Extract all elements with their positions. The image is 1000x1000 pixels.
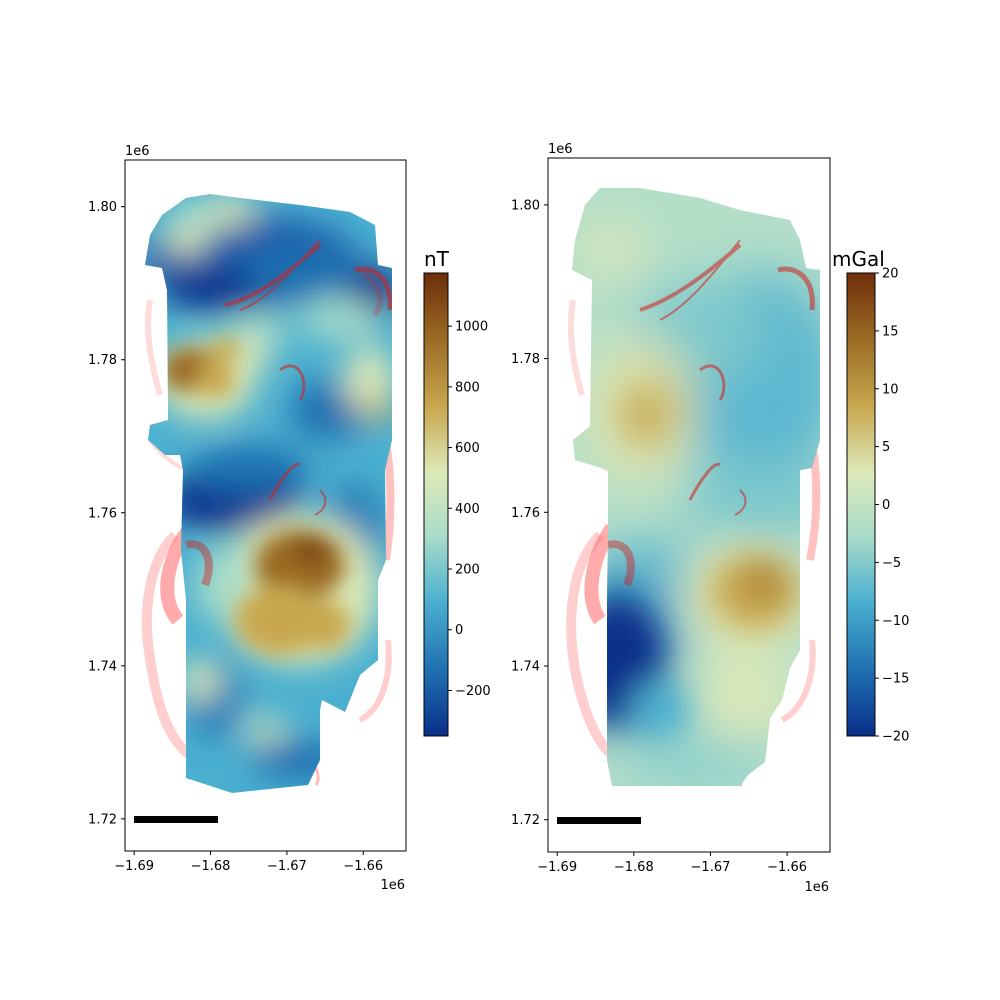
x-tick-label: −1.67 [267,859,307,874]
x-offset-label: 1e6 [804,880,829,895]
colorbar-tick-label: −5 [882,556,901,571]
x-tick-label: −1.66 [767,860,807,875]
colorbar-tick-label: −20 [882,730,909,745]
y-tick-label: 1.72 [511,813,540,828]
scale-bar [557,817,641,824]
colorbar-tick-label: 200 [455,563,480,578]
y-tick-label: 1.76 [511,506,540,521]
gravity-map-panel: −1.69 −1.68 −1.67 −1.66 1.72 1.74 1.76 1.78 1.80… [511,142,909,895]
colorbar-scale [846,272,876,737]
y-offset-label: 1e6 [125,144,150,159]
x-offset-label: 1e6 [380,878,405,893]
y-tick-label: 1.74 [88,659,117,674]
colorbar-tick-label: 400 [455,502,480,517]
colorbar-tick-label: 600 [455,441,480,456]
colorbar-tick-label: −10 [882,614,909,629]
colorbar-tick-label: 10 [882,382,899,397]
y-tick-label: 1.78 [511,352,540,367]
scale-bar [134,816,218,823]
x-tick-label: −1.69 [114,859,154,874]
y-tick-label: 1.74 [511,660,540,675]
axes-frame [124,159,407,852]
colorbar-ticks: −20 −15 −10 −5 0 5 10 15 20 [875,267,909,745]
colorbar-label: mGal [832,247,885,271]
colorbar-tick-label: 5 [882,440,890,455]
geology-overlay-outer [566,299,821,787]
colorbar-tick-label: 0 [455,623,463,638]
x-tick-label: −1.69 [537,860,577,875]
colorbar-ticks: −200 0 200 400 600 800 1000 [448,320,491,699]
y-tick-label: 1.78 [88,353,117,368]
axes-ticks: −1.69 −1.68 −1.67 −1.66 1.72 1.74 1.76 1.78 1.80 [511,198,807,875]
y-offset-label: 1e6 [548,142,573,157]
x-tick-label: −1.67 [691,860,731,875]
colorbar-tick-label: 1000 [455,320,488,335]
y-tick-label: 1.76 [88,506,117,521]
y-tick-label: 1.72 [88,812,117,827]
axes-ticks: −1.69 −1.68 −1.67 −1.66 1.72 1.74 1.76 1.78 1.80 [88,200,383,874]
x-tick-label: −1.66 [343,859,383,874]
x-tick-label: −1.68 [191,859,231,874]
colorbar: nT −200 0 200 400 600 800 1000 [423,247,491,737]
colorbar-tick-label: 20 [882,267,899,282]
magnetic-anomaly-raster [145,194,392,793]
colorbar-label: nT [424,247,450,271]
colorbar-tick-label: 15 [882,324,899,339]
colorbar: mGal −20 −15 −10 −5 0 5 10 15 20 [832,247,909,745]
y-tick-label: 1.80 [511,198,540,213]
colorbar-tick-label: 0 [882,498,890,513]
colorbar-tick-label: −200 [455,684,491,699]
x-tick-label: −1.68 [614,860,654,875]
axes-frame [547,157,831,853]
magnetic-map-panel: −1.69 −1.68 −1.67 −1.66 1.72 1.74 1.76 1.78 1.80… [88,144,491,893]
colorbar-scale [423,272,449,737]
colorbar-tick-label: 800 [455,380,480,395]
y-tick-label: 1.80 [88,200,117,215]
colorbar-tick-label: −15 [882,672,909,687]
